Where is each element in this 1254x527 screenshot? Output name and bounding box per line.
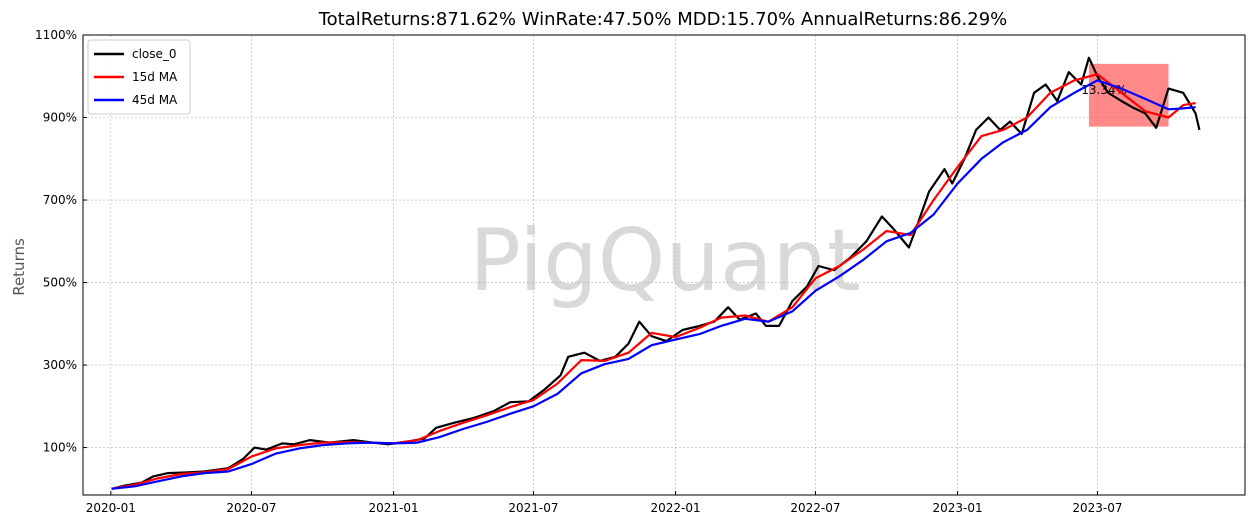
y-axis-label: Returns: [10, 238, 28, 296]
y-tick-label: 500%: [43, 276, 77, 290]
x-axis-ticks: 2020-01 2020-07 2021-01 2021-07 2022-01 2022-…: [86, 491, 1123, 515]
x-tick-label: 2020-07: [226, 501, 276, 515]
y-tick-label: 100%: [43, 441, 77, 455]
legend-label: 15d MA: [132, 70, 178, 84]
drawdown-region: -13.34%: [1077, 63, 1169, 127]
x-tick-label: 2022-07: [790, 501, 840, 515]
watermark: PigQuant: [469, 211, 861, 311]
y-axis-ticks: 100% 300% 500% 700% 900% 1100%: [35, 28, 87, 455]
x-tick-label: 2023-01: [933, 501, 983, 515]
x-tick-label: 2022-01: [651, 501, 701, 515]
plot-frame: [82, 34, 1246, 496]
x-tick-label: 2021-07: [508, 501, 558, 515]
legend-box: [87, 39, 191, 115]
y-tick-label: 300%: [43, 358, 77, 372]
drawdown-shade: [1088, 63, 1169, 127]
legend: close_0 15d MA 45d MA: [87, 39, 191, 115]
y-tick-label: 700%: [43, 193, 77, 207]
chart-title: TotalReturns:871.62% WinRate:47.50% MDD:…: [318, 9, 1008, 30]
y-tick-label: 900%: [43, 111, 77, 125]
y-tick-label: 1100%: [35, 28, 77, 42]
x-tick-label: 2020-01: [86, 501, 136, 515]
legend-label: close_0: [132, 47, 177, 61]
series-line-45d-ma: [111, 79, 1196, 490]
series-line-close-0: [111, 56, 1201, 490]
series-lines: [111, 56, 1201, 490]
legend-label: 45d MA: [132, 93, 178, 107]
x-tick-label: 2021-01: [369, 501, 419, 515]
series-line-15d-ma: [111, 73, 1196, 490]
x-tick-label: 2023-07: [1072, 501, 1122, 515]
